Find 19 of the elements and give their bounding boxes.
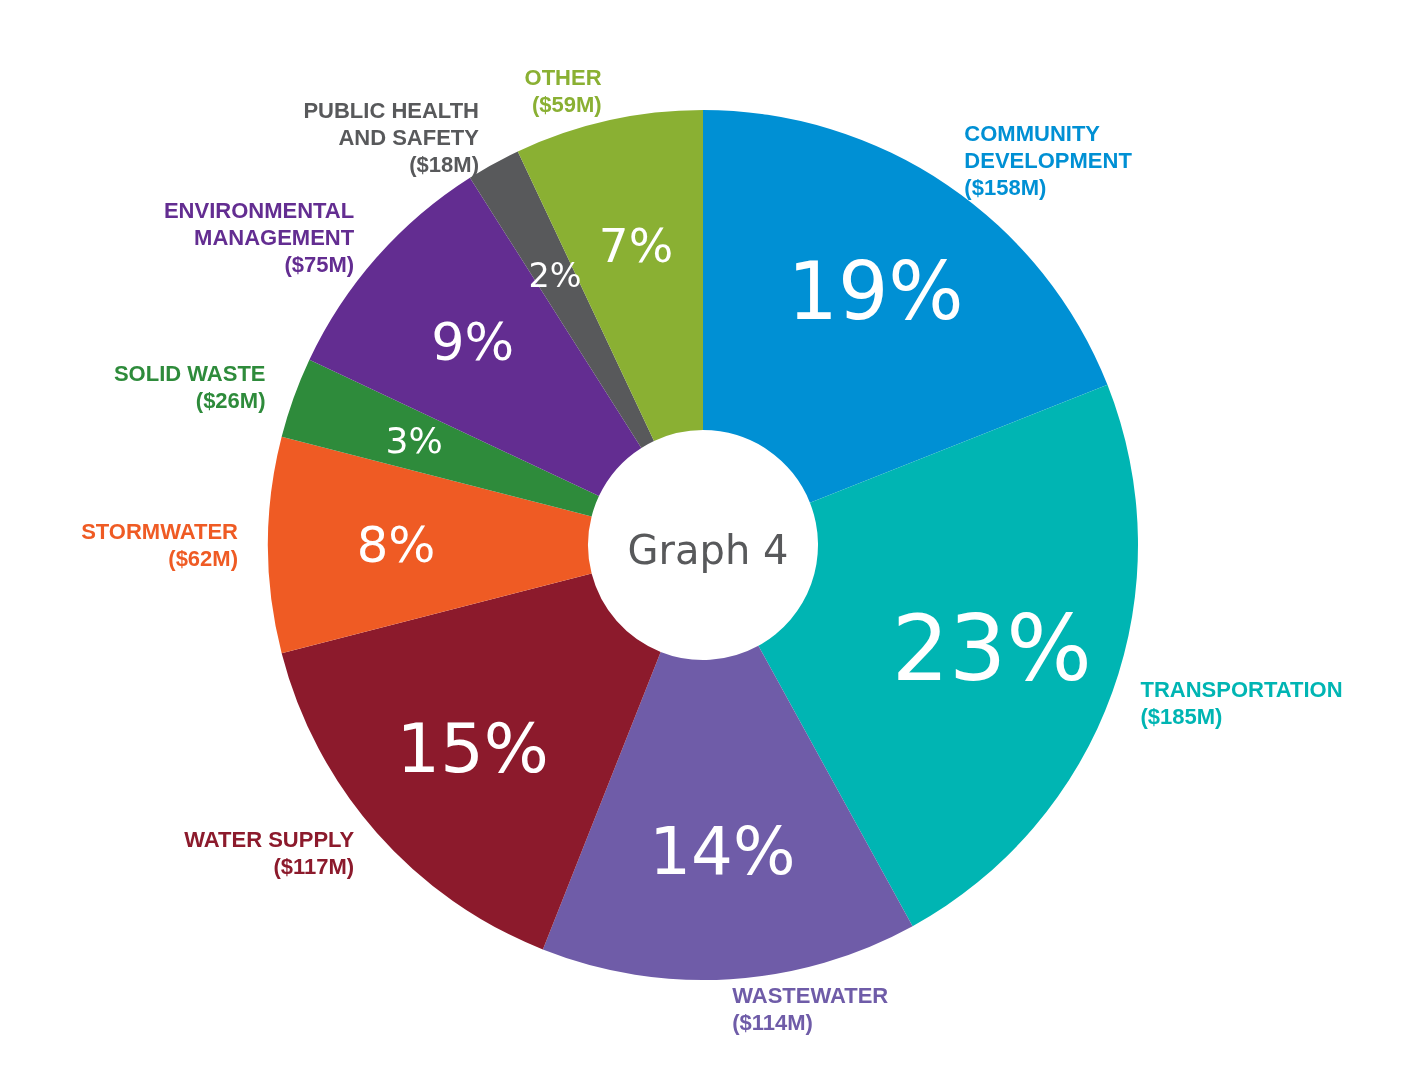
data-label: 3% [385,420,443,463]
slice-label: ENVIRONMENTAL MANAGEMENT ($75M) [163,197,355,277]
slice-label: PUBLIC HEALTH AND SAFETY ($18M) [303,98,480,178]
data-label: 19% [787,244,964,338]
slice-label: OTHER ($59M) [524,65,602,118]
slice-label: TRANSPORTATION ($185M) [1140,676,1343,729]
slice-label: STORMWATER ($62M) [81,519,239,571]
data-label: 23% [891,596,1092,702]
data-label: 9% [431,311,515,373]
data-label: 7% [598,217,674,273]
text: Graph 4 [627,527,789,573]
slice-label: SOLID WASTE ($26M) [113,361,266,414]
data-label: 2% [528,256,582,296]
slice-label: COMMUNITY DEVELOPMENT ($158M) [964,120,1133,200]
slice-label: WASTEWATER ($114M) [732,983,889,1036]
data-label: 15% [396,708,549,789]
data-label: 8% [356,516,436,574]
data-label: 14% [649,812,796,890]
slice-label: WATER SUPPLY ($117M) [184,826,355,879]
